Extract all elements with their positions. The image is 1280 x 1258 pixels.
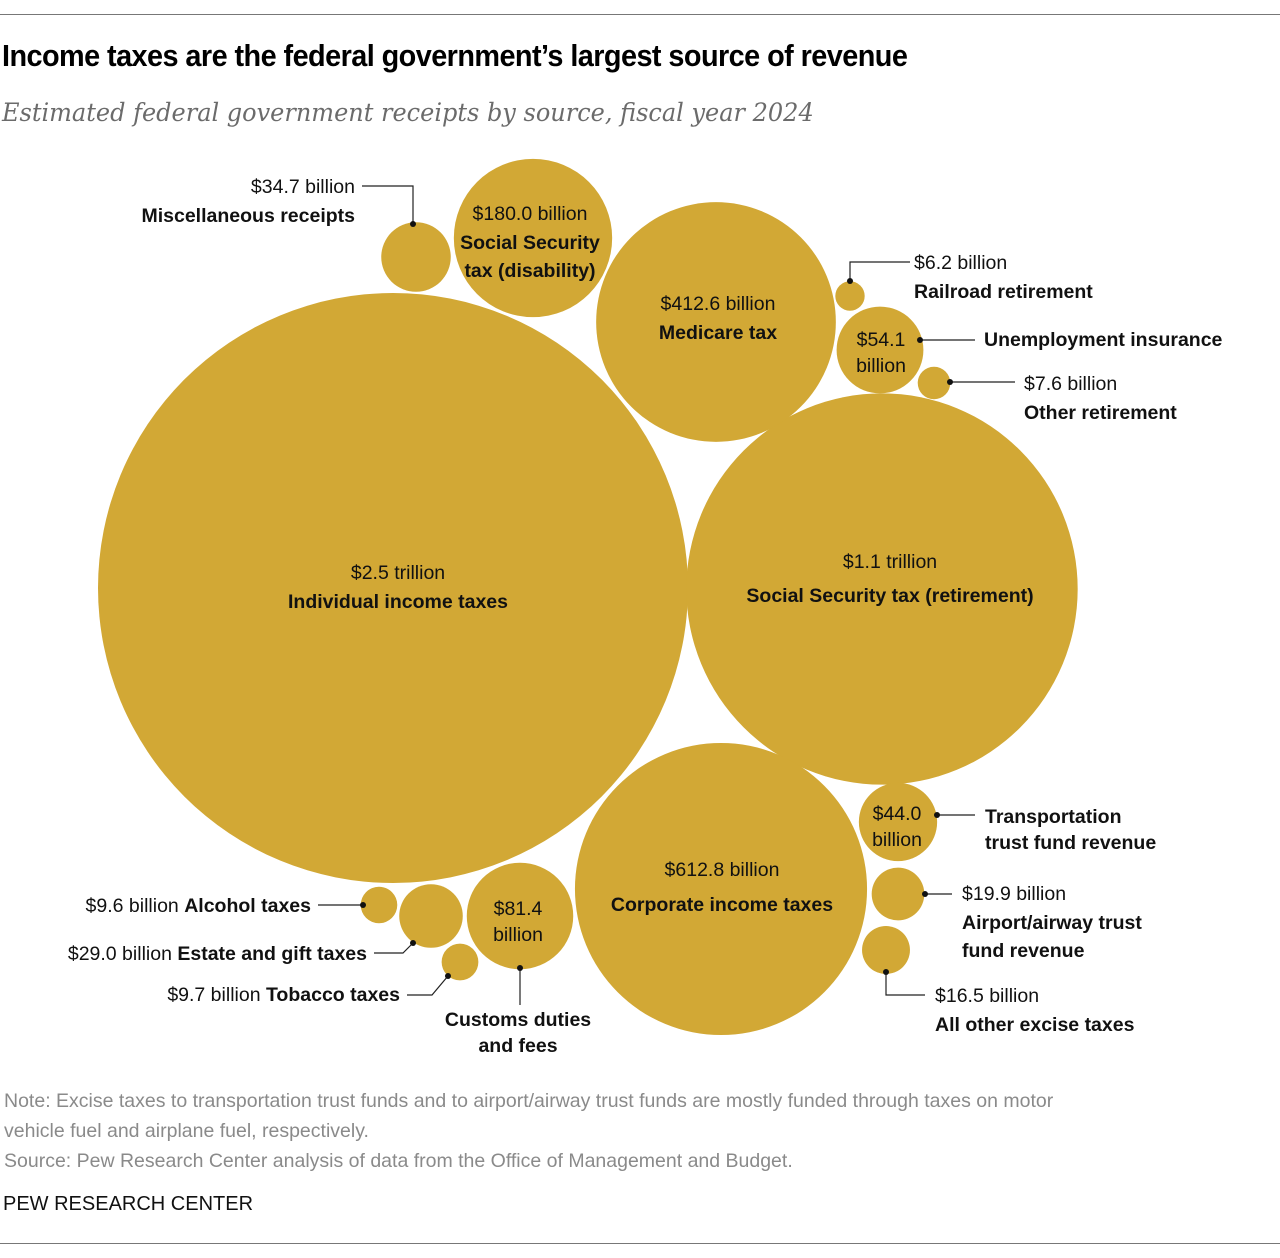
note-line-1: Note: Excise taxes to transportation tru… [4,1090,1054,1112]
bottom-rule [0,1243,1280,1244]
bubble-individual [98,293,688,883]
leader-estate [374,942,414,954]
value-label-ssdis: $180.0 billion [473,203,588,225]
name-label-ssret: Social Security tax (retirement) [746,585,1033,607]
name-label-medicare: Medicare tax [659,322,777,344]
value-label2-customs: billion [493,924,543,946]
value-label-customs: $81.4 [494,898,543,920]
source-line: Source: Pew Research Center analysis of … [4,1150,793,1172]
bubble-corporate [574,742,868,1036]
leader-misc [362,185,414,224]
name-label-railroad: Railroad retirement [914,281,1093,303]
bubble-estate [399,884,463,948]
name-label-estate: Estate and gift taxes [177,943,367,965]
label-tobacco: $9.7 billion Tobacco taxes [167,984,400,1006]
value-label-railroad: $6.2 billion [914,252,1007,274]
bubbles-group [98,158,1078,1036]
note-line-2: vehicle fuel and airplane fuel, respecti… [4,1120,369,1142]
leader-tobacco [407,975,449,996]
value-label-ssret: $1.1 trillion [843,551,937,573]
bubble-misc [381,222,451,292]
name-label-misc: Miscellaneous receipts [141,205,355,227]
value-label-alcohol: $9.6 billion [86,895,179,917]
bubble-transport [858,782,938,862]
bubble-unemployment [836,306,924,394]
name-label-alcohol: Alcohol taxes [184,895,311,917]
value-label-excise: $16.5 billion [935,985,1039,1007]
value-label-unemployment: $54.1 [857,329,906,351]
value-label-otherret: $7.6 billion [1024,373,1117,395]
name-label-ssdis-1: Social Security [460,232,600,254]
value-label-estate: $29.0 billion [68,943,172,965]
name-label-otherret: Other retirement [1024,402,1177,424]
value-label-corporate: $612.8 billion [665,859,780,881]
name-label-corporate: Corporate income taxes [611,894,833,916]
value-label2-transport: billion [872,829,922,851]
name-label-ssdis-2: tax (disability) [464,260,595,282]
bubble-airport [871,867,925,921]
bubble-excise [862,926,910,974]
top-rule [0,14,1280,15]
label-alcohol: $9.6 billion Alcohol taxes [86,895,312,917]
bubble-ssret [686,393,1078,785]
name-label-customs-2: and fees [478,1035,557,1057]
value-label-tobacco: $9.7 billion [167,984,260,1006]
value-label2-unemployment: billion [856,355,906,377]
label-estate: $29.0 billion Estate and gift taxes [68,943,367,965]
bubble-medicare [596,202,836,442]
chart-subtitle: Estimated federal government receipts by… [2,98,814,127]
bubble-ssdis [453,158,613,318]
bubble-railroad [835,281,865,311]
name-label-individual: Individual income taxes [288,591,508,613]
name-label-airport-2: fund revenue [962,940,1085,962]
value-label-airport: $19.9 billion [962,883,1066,905]
value-label-medicare: $412.6 billion [661,293,776,315]
name-label-tobacco: Tobacco taxes [266,984,400,1006]
labels: $34.7 billion Miscellaneous receipts $18… [68,176,1223,1057]
value-label-misc: $34.7 billion [251,176,355,198]
chart-title: Income taxes are the federal government’… [2,38,908,73]
name-label-airport-1: Airport/airway trust [962,912,1142,934]
leader-excise [885,972,925,996]
leader-railroad [849,261,910,281]
leader-lines [318,185,1015,1005]
bubble-tobacco [441,943,479,981]
bubble-otherret [917,366,951,400]
value-label-transport: $44.0 [873,803,922,825]
value-label-individual: $2.5 trillion [351,562,445,584]
name-label-excise: All other excise taxes [935,1014,1135,1036]
brand-logo-text: PEW RESEARCH CENTER [3,1193,254,1215]
bubble-customs [466,862,574,970]
name-label-transport-1: Transportation [985,806,1122,828]
name-label-customs-1: Customs duties [445,1009,591,1031]
name-label-transport-2: trust fund revenue [985,832,1156,854]
bubble-alcohol [360,886,398,924]
name-label-unemployment: Unemployment insurance [984,329,1223,351]
